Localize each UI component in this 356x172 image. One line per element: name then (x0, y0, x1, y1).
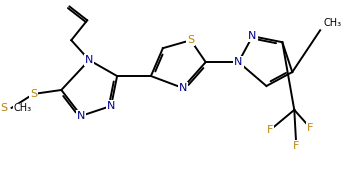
Text: S: S (187, 35, 194, 45)
Text: CH₃: CH₃ (323, 18, 341, 28)
Text: CH₃: CH₃ (14, 103, 32, 113)
Text: N: N (179, 83, 187, 93)
Text: N: N (77, 111, 85, 121)
Text: N: N (85, 55, 93, 65)
Text: N: N (234, 57, 243, 67)
Text: S: S (0, 103, 7, 113)
Text: F: F (267, 125, 273, 135)
Text: N: N (248, 31, 257, 41)
Text: S: S (30, 89, 37, 99)
Text: N: N (107, 101, 115, 111)
Text: F: F (293, 141, 299, 151)
Text: F: F (307, 123, 313, 133)
